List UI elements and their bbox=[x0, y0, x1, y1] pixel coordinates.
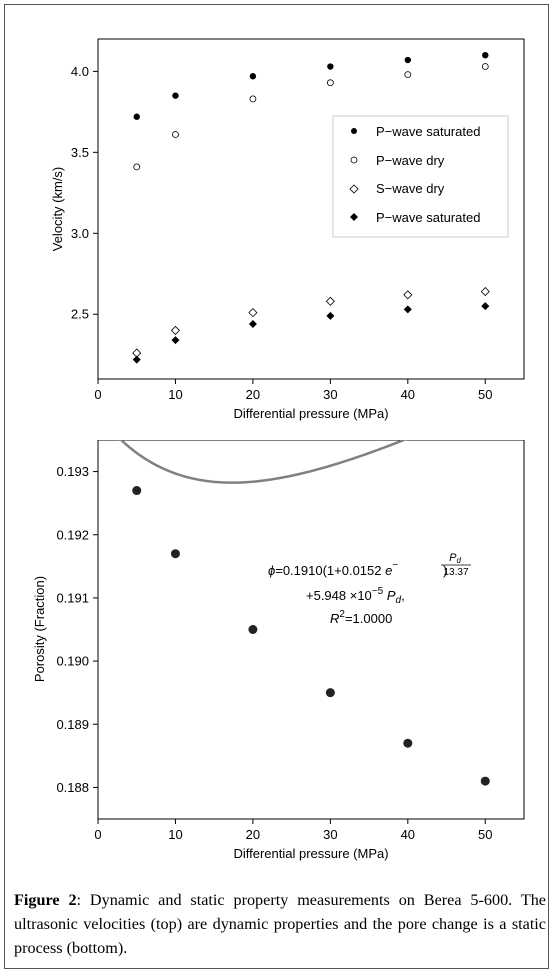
x-tick-label: 50 bbox=[478, 827, 492, 842]
data-point-filled-circle bbox=[327, 63, 334, 70]
data-point-open-diamond bbox=[403, 290, 413, 300]
legend-label: P−wave saturated bbox=[376, 124, 480, 139]
y-tick-label: 3.0 bbox=[71, 226, 89, 241]
data-point-open-diamond bbox=[480, 287, 490, 297]
equation-line-3: R2=1.0000 bbox=[330, 609, 392, 626]
figure-frame bbox=[4, 4, 549, 969]
data-point bbox=[403, 738, 413, 748]
legend-label: P−wave saturated bbox=[376, 210, 480, 225]
porosity-chart: 0.188 0.189 0.190 0.191 0.192 0.193 0 10 20 30 40… bbox=[32, 440, 525, 861]
y-axis-ticks: 2.5 3.0 3.5 4.0 bbox=[71, 64, 98, 322]
x-axis-ticks: 0 10 20 30 40 50 bbox=[94, 819, 493, 842]
legend-label: P−wave dry bbox=[376, 153, 445, 168]
equation-exponent-numerator: Pd bbox=[449, 552, 461, 565]
data-point-filled-circle bbox=[172, 92, 179, 99]
data-point-open-circle bbox=[172, 131, 179, 138]
legend-marker-open-diamond bbox=[349, 184, 359, 194]
legend-box bbox=[332, 115, 509, 238]
y-axis-label: Velocity (km/s) bbox=[50, 167, 65, 252]
x-tick-label: 30 bbox=[323, 387, 337, 402]
x-axis-label: Differential pressure (MPa) bbox=[233, 406, 388, 421]
fit-equation: ϕ=0.1910(1+0.0152 e− ) Pd 13.37 +5.948 ×… bbox=[268, 552, 471, 626]
data-point-filled-circle bbox=[249, 73, 257, 80]
x-tick-label: 20 bbox=[246, 827, 260, 842]
data-point bbox=[325, 688, 335, 698]
y-tick-label: 2.5 bbox=[71, 307, 89, 322]
x-axis-label: Differential pressure (MPa) bbox=[233, 846, 388, 861]
caption-label: Figure 2 bbox=[14, 891, 77, 909]
data-point-open-diamond bbox=[170, 325, 181, 335]
y-tick-label: 3.5 bbox=[71, 145, 89, 160]
data-point-filled-diamond bbox=[132, 355, 141, 364]
y-axis-label: Porosity (Fraction) bbox=[32, 576, 47, 682]
fit-curve bbox=[119, 440, 408, 484]
data-point-open-circle bbox=[481, 63, 489, 70]
data-point-filled-diamond bbox=[326, 311, 335, 320]
x-tick-label: 40 bbox=[401, 827, 415, 842]
data-point bbox=[132, 486, 142, 496]
data-point-filled-diamond bbox=[481, 302, 490, 311]
y-tick-label: 0.191 bbox=[56, 590, 89, 605]
y-tick-label: 4.0 bbox=[71, 64, 89, 79]
y-tick-label: 0.189 bbox=[56, 717, 89, 732]
data-point-filled-diamond bbox=[403, 305, 412, 314]
figure-caption: Figure 2: Dynamic and static property me… bbox=[14, 888, 546, 960]
y-axis-ticks: 0.188 0.189 0.190 0.191 0.192 0.193 bbox=[56, 464, 98, 795]
data-point-filled-circle bbox=[404, 56, 412, 64]
legend: P−wave saturated P−wave dry S−wave dry P… bbox=[332, 115, 509, 238]
data-point bbox=[248, 625, 258, 634]
data-point-filled-diamond bbox=[171, 336, 180, 345]
data-point-open-diamond bbox=[325, 296, 335, 306]
x-tick-label: 30 bbox=[323, 827, 337, 842]
data-point-filled-diamond bbox=[248, 319, 257, 328]
x-tick-label: 20 bbox=[246, 387, 260, 402]
caption-text: : Dynamic and static property measuremen… bbox=[14, 891, 546, 957]
data-point bbox=[170, 549, 180, 559]
y-tick-label: 0.193 bbox=[56, 464, 89, 479]
data-point-filled-circle bbox=[482, 51, 489, 59]
data-points bbox=[132, 51, 490, 364]
data-point bbox=[480, 776, 490, 786]
data-point-open-circle bbox=[326, 79, 334, 87]
x-tick-label: 50 bbox=[478, 387, 492, 402]
data-point-open-circle bbox=[133, 163, 141, 171]
data-point-open-diamond bbox=[248, 308, 258, 318]
equation-exponent-denominator: 13.37 bbox=[443, 567, 468, 578]
y-tick-label: 0.192 bbox=[56, 527, 89, 542]
equation-line-1: ϕ=0.1910(1+0.0152 e− ) bbox=[268, 560, 447, 578]
legend-marker-filled-diamond bbox=[350, 213, 358, 221]
y-tick-label: 0.190 bbox=[56, 654, 89, 669]
x-tick-label: 10 bbox=[168, 387, 182, 402]
data-point-filled-circle bbox=[133, 113, 140, 120]
legend-marker-open-circle bbox=[350, 156, 358, 164]
plot-area bbox=[97, 38, 525, 380]
x-axis-ticks: 0 10 20 30 40 50 bbox=[94, 379, 493, 402]
legend-marker-filled-circle bbox=[351, 128, 357, 134]
y-tick-label: 0.188 bbox=[56, 780, 89, 795]
data-points bbox=[132, 486, 490, 786]
x-tick-label: 0 bbox=[94, 387, 101, 402]
equation-line-2: +5.948 ×10−5 Pd, bbox=[306, 586, 405, 606]
data-point-open-circle bbox=[404, 71, 412, 79]
x-tick-label: 0 bbox=[94, 827, 101, 842]
legend-label: S−wave dry bbox=[376, 181, 445, 196]
velocity-chart: 2.5 3.0 3.5 4.0 0 10 20 30 40 50 Differential pr… bbox=[50, 38, 525, 421]
x-tick-label: 10 bbox=[168, 827, 182, 842]
plot-area bbox=[97, 440, 525, 820]
data-point-open-circle bbox=[249, 95, 257, 103]
x-tick-label: 40 bbox=[401, 387, 415, 402]
